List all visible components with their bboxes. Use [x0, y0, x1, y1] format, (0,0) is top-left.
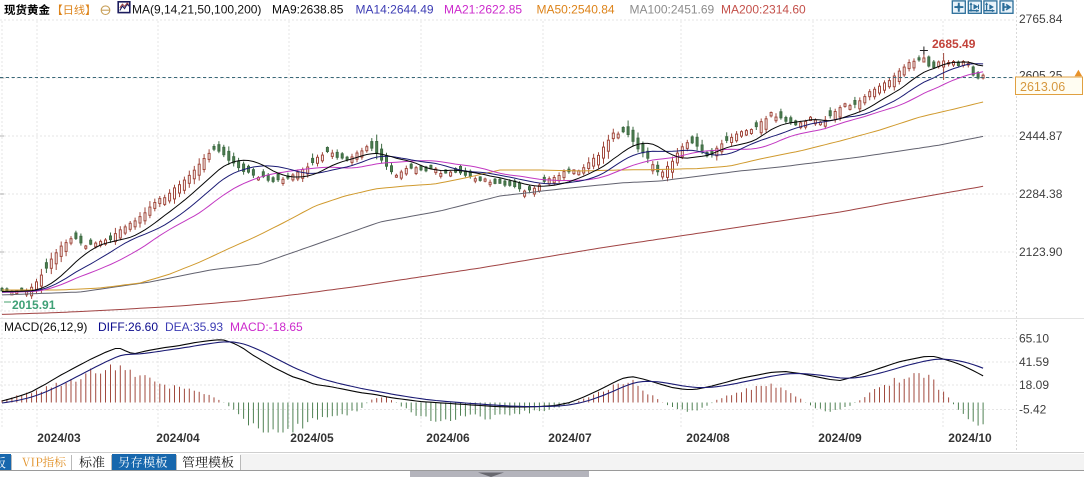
svg-text:2024/09: 2024/09 [818, 431, 862, 445]
svg-text:DEA:35.93: DEA:35.93 [165, 320, 223, 334]
svg-text:2024/08: 2024/08 [686, 431, 730, 445]
svg-text:18.09: 18.09 [1019, 378, 1049, 392]
svg-text:2024/03: 2024/03 [37, 431, 81, 445]
svg-text:MACD:-18.65: MACD:-18.65 [230, 320, 303, 334]
svg-text:2024/07: 2024/07 [548, 431, 592, 445]
svg-text:MA100:2451.69: MA100:2451.69 [630, 3, 715, 17]
svg-text:2024/06: 2024/06 [426, 431, 470, 445]
svg-text:2284.38: 2284.38 [1019, 187, 1063, 201]
svg-text:2613.06: 2613.06 [1020, 80, 1065, 94]
svg-text:MACD(26,12,9): MACD(26,12,9) [4, 320, 87, 334]
svg-text:2444.87: 2444.87 [1019, 129, 1063, 143]
svg-text:2015.91: 2015.91 [12, 298, 56, 312]
svg-text:2765.84: 2765.84 [1019, 12, 1063, 26]
svg-text:2024/04: 2024/04 [156, 431, 200, 445]
svg-text:2024/10: 2024/10 [948, 431, 992, 445]
svg-text:MA14:2644.49: MA14:2644.49 [356, 3, 434, 17]
svg-text:2123.90: 2123.90 [1019, 245, 1063, 259]
svg-text:MA50:2540.84: MA50:2540.84 [537, 3, 615, 17]
svg-text:DIFF:26.60: DIFF:26.60 [98, 320, 158, 334]
svg-text:65.10: 65.10 [1019, 332, 1049, 346]
svg-text:MA200:2314.60: MA200:2314.60 [721, 3, 806, 17]
svg-text:-5.42: -5.42 [1019, 403, 1047, 417]
svg-text:2024/05: 2024/05 [290, 431, 334, 445]
svg-text:MA(9,14,21,50,100,200): MA(9,14,21,50,100,200) [132, 3, 261, 17]
svg-text:2685.49: 2685.49 [932, 37, 976, 51]
svg-text:MA21:2622.85: MA21:2622.85 [444, 3, 522, 17]
svg-text:MA9:2638.85: MA9:2638.85 [272, 3, 344, 17]
svg-text:41.59: 41.59 [1019, 355, 1049, 369]
